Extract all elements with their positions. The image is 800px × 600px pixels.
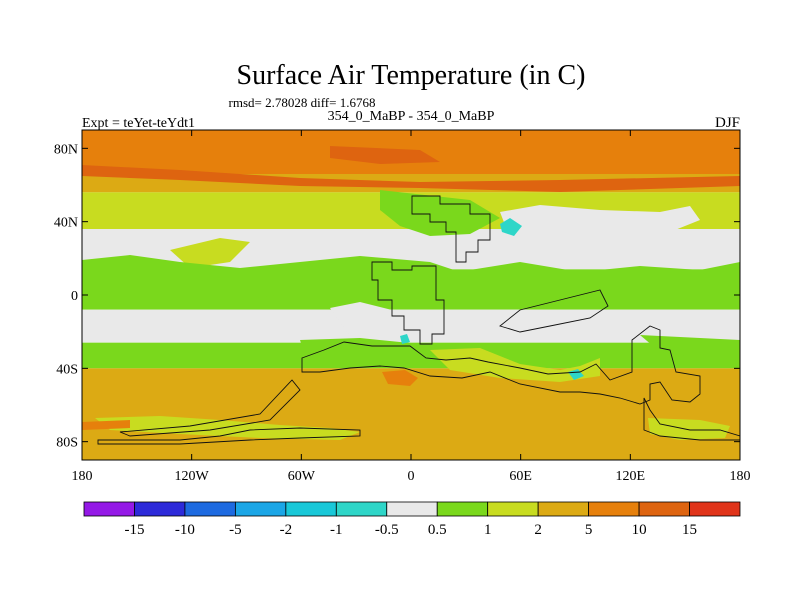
field-patch-9: [300, 338, 430, 366]
field-patch-13: [382, 370, 418, 386]
continent-outline-0: [411, 195, 491, 263]
colorbar-label: -10: [175, 522, 195, 538]
colorbar-swatch: [436, 501, 489, 517]
field-patch-11: [95, 416, 360, 440]
colorbar-label: 10: [632, 522, 647, 538]
field-patch-14: [82, 420, 130, 430]
colorbar-swatch: [184, 501, 236, 517]
y-axis: 80N 40N 0 40S 80S: [54, 142, 740, 451]
colorbar-swatch: [335, 501, 388, 517]
x-axis: 180 120W 60W 0 60E 120E 180: [72, 130, 751, 484]
colorbar-label: -5: [229, 522, 242, 538]
colorbar-label: 2: [534, 522, 542, 538]
colorbar-label: 5: [585, 522, 593, 538]
continent-outlines: [97, 195, 740, 445]
field-patch-6: [380, 190, 500, 236]
continent-outline-5: [119, 379, 301, 437]
colorbar-swatch: [285, 501, 337, 517]
field-patch-10: [330, 302, 420, 340]
colorbar-label: -15: [124, 522, 144, 538]
y-tick-label: 40S: [56, 362, 78, 377]
continent-outline-6: [643, 397, 740, 441]
x-tick-label: 60W: [288, 469, 316, 484]
colorbar-label: 0.5: [428, 522, 447, 538]
x-tick-label: 180: [730, 469, 751, 484]
field-patch-5: [470, 262, 740, 308]
y-tick-label: 80N: [54, 142, 78, 157]
colorbar-swatch: [386, 501, 438, 517]
season-label: DJF: [715, 115, 740, 131]
x-tick-label: 0: [408, 469, 415, 484]
field-patch-2: [500, 205, 700, 245]
temperature-field: [82, 130, 740, 460]
colorbar-swatch: [588, 501, 640, 517]
colorbar-swatch: [689, 501, 741, 517]
colorbar-label: -0.5: [375, 522, 399, 538]
colorbar-label: -2: [280, 522, 293, 538]
field-patch-15: [500, 218, 522, 236]
colorbar-swatch: [134, 501, 186, 517]
continent-outline-1: [371, 261, 445, 345]
colorbar: -15 -10 -5 -2 -1 -0.5 0.5 1 2 5 10 15: [83, 501, 741, 538]
experiment-label: Expt = teYet-teYdt1: [82, 116, 195, 131]
colorbar-label: -1: [330, 522, 343, 538]
colorbar-swatch: [638, 501, 690, 517]
field-patch-17: [400, 334, 410, 344]
x-tick-label: 120E: [616, 469, 646, 484]
continent-outline-2: [499, 289, 609, 333]
field-patch-7: [640, 335, 740, 358]
colorbar-swatch: [83, 501, 135, 517]
continent-outline-3: [301, 325, 701, 405]
subtitle: 354_0_MaBP - 354_0_MaBP: [328, 109, 495, 124]
colorbar-label: 15: [682, 522, 697, 538]
stats-line: rmsd= 2.78028 diff= 1.6768: [229, 95, 376, 110]
field-patch-4: [82, 255, 460, 300]
field-patch-12: [648, 418, 730, 440]
colorbar-swatch: [234, 501, 287, 517]
field-patch-0: [82, 165, 740, 192]
colorbar-swatch: [537, 501, 590, 517]
colorbar-swatch: [487, 501, 539, 517]
y-tick-label: 40N: [54, 216, 78, 231]
x-tick-label: 180: [72, 469, 93, 484]
field-patch-1: [330, 146, 440, 164]
colorbar-label: 1: [484, 522, 492, 538]
chart-title: Surface Air Temperature (in C): [237, 60, 586, 91]
x-tick-label: 120W: [175, 469, 210, 484]
field-patch-3: [170, 238, 250, 268]
y-tick-label: 80S: [56, 436, 78, 451]
y-tick-label: 0: [71, 289, 78, 304]
x-tick-label: 60E: [509, 469, 532, 484]
continent-outline-4: [97, 427, 361, 445]
